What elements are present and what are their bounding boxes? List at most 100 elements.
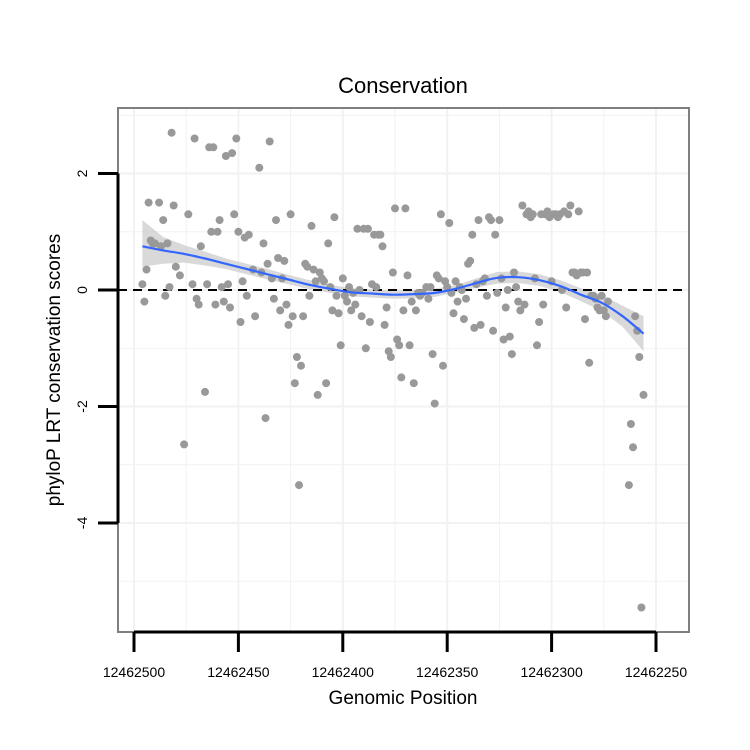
data-point bbox=[487, 216, 495, 225]
data-point bbox=[351, 300, 360, 309]
data-point bbox=[493, 288, 502, 297]
data-point bbox=[261, 414, 270, 423]
data-point bbox=[376, 230, 385, 239]
y-tick-label: -2 bbox=[74, 400, 90, 413]
data-point bbox=[439, 361, 447, 370]
smooth-line-layer bbox=[142, 245, 645, 335]
data-point bbox=[305, 291, 314, 300]
data-point bbox=[138, 280, 147, 289]
chart-title: Conservation bbox=[338, 73, 468, 98]
x-tick-label: 12462500 bbox=[103, 664, 166, 680]
data-point bbox=[495, 216, 504, 225]
data-point bbox=[213, 227, 222, 236]
data-point bbox=[451, 277, 460, 286]
data-point bbox=[449, 309, 458, 318]
data-point bbox=[194, 300, 203, 309]
data-point bbox=[242, 291, 251, 300]
x-tick-label: 12462250 bbox=[625, 664, 688, 680]
data-point bbox=[226, 303, 234, 312]
data-point bbox=[207, 227, 216, 236]
data-point bbox=[224, 280, 232, 289]
data-point bbox=[284, 320, 293, 329]
data-point bbox=[397, 373, 406, 382]
data-point bbox=[566, 201, 575, 210]
data-point bbox=[144, 198, 153, 207]
data-point bbox=[338, 274, 347, 283]
data-point bbox=[411, 306, 420, 315]
data-point bbox=[238, 277, 247, 286]
data-point bbox=[409, 379, 418, 388]
x-axis-title: Genomic Position bbox=[329, 688, 478, 709]
data-point bbox=[299, 312, 308, 321]
data-point bbox=[635, 353, 644, 361]
data-point bbox=[597, 291, 606, 300]
data-point bbox=[292, 353, 301, 361]
data-point bbox=[313, 390, 322, 399]
data-point bbox=[230, 210, 239, 219]
data-point bbox=[157, 242, 166, 251]
data-point bbox=[322, 379, 331, 388]
data-point bbox=[169, 201, 178, 210]
data-point bbox=[507, 350, 516, 359]
data-point bbox=[203, 280, 212, 289]
data-point bbox=[499, 335, 508, 344]
data-point bbox=[255, 163, 264, 172]
data-point bbox=[378, 242, 387, 251]
data-point bbox=[347, 306, 356, 315]
y-axis-title: phyloP LRT conservation scores bbox=[44, 234, 65, 507]
data-point bbox=[624, 481, 633, 490]
data-point bbox=[386, 353, 395, 361]
data-point bbox=[520, 300, 529, 309]
data-point bbox=[564, 210, 573, 219]
data-point bbox=[518, 201, 527, 210]
data-point bbox=[184, 210, 193, 219]
data-point bbox=[332, 291, 341, 300]
data-point bbox=[167, 128, 176, 137]
data-point bbox=[363, 224, 372, 233]
data-point bbox=[443, 283, 452, 292]
data-point bbox=[161, 291, 170, 300]
data-point bbox=[468, 230, 477, 239]
x-tick-label: 12462300 bbox=[520, 664, 583, 680]
data-point bbox=[430, 399, 439, 408]
confidence-band-layer bbox=[142, 220, 644, 352]
data-point bbox=[272, 216, 280, 225]
data-point bbox=[514, 297, 523, 306]
data-point bbox=[334, 309, 343, 318]
data-point bbox=[445, 219, 454, 227]
data-point bbox=[171, 262, 180, 271]
data-point bbox=[282, 300, 291, 309]
data-point bbox=[234, 227, 243, 236]
data-point bbox=[459, 315, 468, 324]
data-point bbox=[581, 315, 589, 324]
data-point bbox=[232, 134, 241, 143]
data-point bbox=[244, 230, 253, 239]
data-point bbox=[395, 341, 404, 350]
smooth-trend-line bbox=[142, 245, 645, 335]
data-point bbox=[357, 312, 366, 321]
data-point bbox=[436, 210, 445, 219]
data-point bbox=[401, 204, 410, 213]
data-point bbox=[626, 420, 635, 428]
data-point bbox=[140, 297, 149, 306]
data-point bbox=[324, 239, 333, 248]
data-point bbox=[165, 283, 174, 292]
data-point bbox=[405, 341, 414, 350]
confidence-ribbon bbox=[142, 220, 644, 352]
data-point bbox=[505, 332, 514, 341]
data-point bbox=[365, 318, 374, 326]
data-point bbox=[528, 210, 537, 219]
data-point bbox=[211, 300, 220, 309]
data-point bbox=[263, 259, 272, 268]
data-point bbox=[180, 440, 189, 449]
data-point bbox=[407, 297, 416, 306]
data-point bbox=[361, 344, 370, 353]
data-point bbox=[510, 268, 518, 277]
grid-lines bbox=[118, 108, 689, 632]
data-point bbox=[311, 277, 320, 286]
data-point bbox=[155, 198, 164, 207]
data-point bbox=[288, 312, 297, 321]
data-point bbox=[639, 390, 648, 399]
data-point bbox=[403, 271, 412, 280]
data-point bbox=[434, 274, 443, 283]
